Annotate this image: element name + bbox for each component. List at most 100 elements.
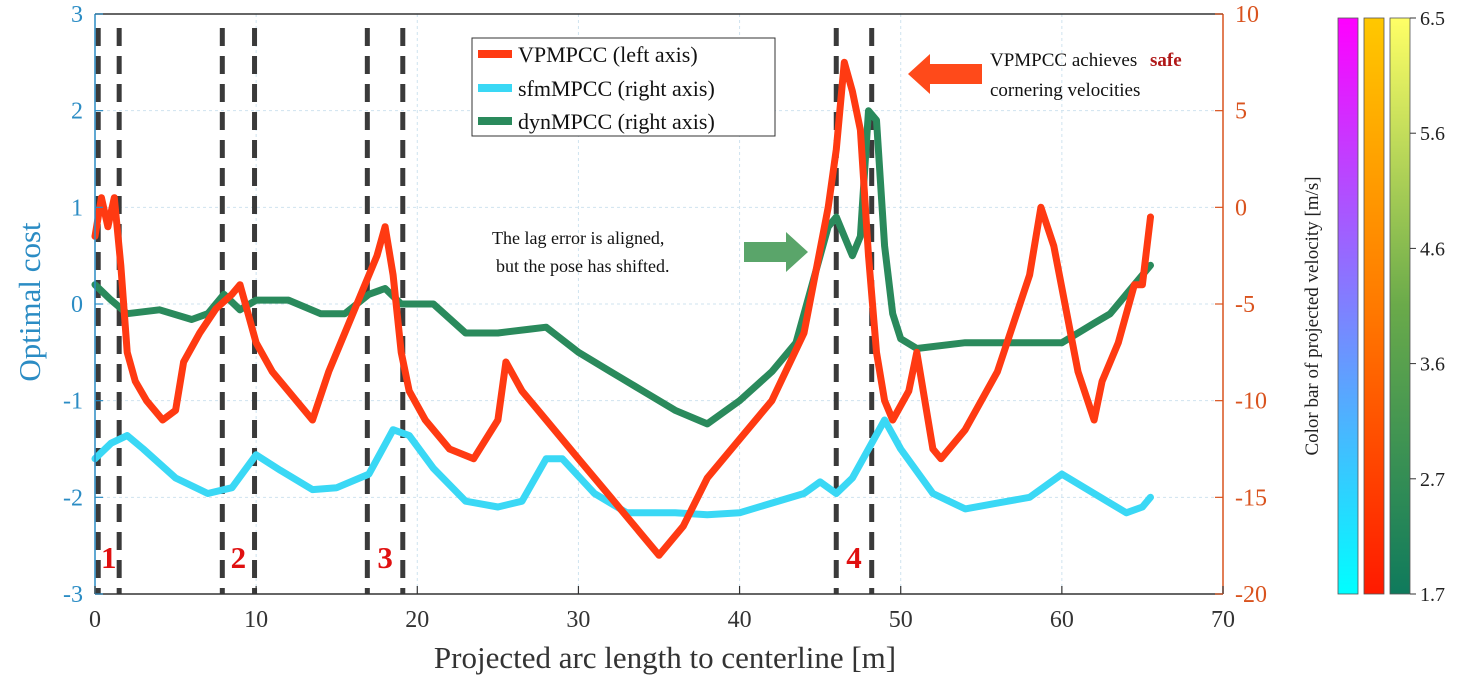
series-vpmpcc-point <box>833 146 840 153</box>
series-vpmpcc-point <box>172 407 179 414</box>
series-sfmmpcc-point <box>333 484 340 491</box>
series-dynmpcc-point <box>881 242 888 250</box>
series-sfmmpcc-point <box>204 490 211 497</box>
y-left-tick-label: 1 <box>71 195 83 221</box>
y-left-tick-label: -1 <box>63 389 83 415</box>
colorbar-tick-label: 4.6 <box>1420 238 1445 260</box>
series-vpmpcc-point <box>857 126 864 134</box>
series-vpmpcc-point <box>1139 281 1146 288</box>
x-axis-title: Projected arc length to centerline [m] <box>434 640 896 675</box>
series-vpmpcc-point <box>913 349 920 356</box>
series-sfmmpcc-point <box>1026 494 1033 501</box>
y-left-tick-label: 2 <box>71 99 83 125</box>
series-dynmpcc-point <box>833 213 840 221</box>
series-dynmpcc-point <box>873 117 880 124</box>
series-vpmpcc-point <box>357 291 365 298</box>
corner-marker-label: 3 <box>377 540 393 575</box>
series-sfmmpcc-point <box>736 509 743 516</box>
series-dynmpcc-point <box>1107 310 1114 317</box>
series-vpmpcc-point <box>180 358 187 366</box>
legend: VPMPCC (left axis) sfmMPCC (right axis) … <box>471 37 776 137</box>
series-dynmpcc-point <box>857 233 864 240</box>
colorbar-tick-label: 2.7 <box>1420 469 1445 491</box>
x-tick-label: 50 <box>889 607 913 633</box>
y-left-tick-label: -3 <box>63 582 83 608</box>
series-vpmpcc-point <box>841 59 848 66</box>
series-dynmpcc-point <box>704 420 711 428</box>
series-sfmmpcc-point <box>833 490 840 497</box>
series-sfmmpcc-point <box>140 445 147 453</box>
series-dynmpcc-point <box>381 285 389 292</box>
series-dynmpcc-point <box>365 291 373 298</box>
series-vpmpcc-point <box>406 387 413 395</box>
series-sfmmpcc-point <box>881 416 888 424</box>
series-sfmmpcc-point <box>365 470 373 478</box>
series-sfmmpcc-point <box>559 455 566 462</box>
series-vpmpcc-point <box>398 349 405 356</box>
y-right-tick-label: -10 <box>1235 389 1267 415</box>
series-dynmpcc-point <box>543 324 550 331</box>
series-dynmpcc-point <box>107 296 115 304</box>
series-vpmpcc-point <box>1115 339 1122 346</box>
series-vpmpcc-point <box>309 416 316 424</box>
series-dynmpcc-point <box>317 310 324 317</box>
colorbar-strip-dynmpcc <box>1389 17 1411 595</box>
series-sfmmpcc-point <box>1147 494 1154 501</box>
series-sfmmpcc-point <box>543 455 550 462</box>
x-tick-label: 70 <box>1211 607 1235 633</box>
series-vpmpcc-point <box>994 368 1001 375</box>
series-vpmpcc-point <box>470 455 477 462</box>
annotation-safe-word: safe <box>1150 50 1182 71</box>
series-sfmmpcc-point <box>228 484 236 491</box>
series-vpmpcc-point <box>655 552 663 559</box>
legend-label-dynmpcc: dynMPCC (right axis) <box>518 109 715 134</box>
x-tick-label: 10 <box>244 607 268 633</box>
series-vpmpcc-point <box>325 368 332 375</box>
series-sfmmpcc-point <box>107 440 115 447</box>
series-dynmpcc-point <box>526 325 534 333</box>
series-dynmpcc-point <box>736 397 743 404</box>
series-dynmpcc-point <box>1147 262 1154 269</box>
annotation-line2: cornering velocities <box>990 80 1140 101</box>
x-tick-label: 60 <box>1050 607 1074 633</box>
red-arrow-icon <box>908 54 982 94</box>
series-sfmmpcc-point <box>929 490 937 497</box>
corner-marker-label: 4 <box>846 540 862 575</box>
series-dynmpcc-point <box>841 233 848 240</box>
y-right-tick-label: 5 <box>1235 99 1247 125</box>
x-tick-label: 40 <box>728 607 752 633</box>
series-vpmpcc-point <box>494 416 502 424</box>
series-vpmpcc-point <box>117 262 125 269</box>
series-vpmpcc-point <box>212 305 220 312</box>
colorbar-strip-vpmpcc <box>1363 17 1385 595</box>
colorbar-tick-label: 5.6 <box>1420 123 1445 145</box>
series-vpmpcc-point <box>889 416 896 424</box>
series-vpmpcc-point <box>1090 416 1098 424</box>
series-vpmpcc-point <box>607 494 614 501</box>
series-sfmmpcc-point <box>494 503 502 511</box>
series-vpmpcc-point <box>518 387 526 395</box>
series-sfmmpcc-point <box>462 498 469 505</box>
series-vpmpcc-point <box>962 426 969 433</box>
series-vpmpcc-point <box>905 387 912 395</box>
series-dynmpcc-point <box>897 335 904 342</box>
series-sfmmpcc-point <box>800 490 808 497</box>
legend-label-sfmmpcc: sfmMPCC (right axis) <box>518 76 715 101</box>
series-vpmpcc-point <box>1131 281 1138 288</box>
series-vpmpcc-point <box>881 397 888 404</box>
series-sfmmpcc-point <box>897 445 904 453</box>
series-dynmpcc-point <box>252 296 260 304</box>
series-dynmpcc-point <box>494 329 502 337</box>
series-vpmpcc-point <box>1037 204 1045 211</box>
series-dynmpcc-point <box>236 306 244 313</box>
series-vpmpcc-point <box>159 416 166 424</box>
y-left-axis-title: Optimal cost <box>12 222 47 382</box>
series-vpmpcc-point <box>244 310 252 317</box>
series-sfmmpcc-point <box>1090 490 1098 497</box>
series-sfmmpcc-point <box>1139 503 1146 511</box>
series-vpmpcc-point <box>1026 271 1033 279</box>
colorbar-tick-label: 1.7 <box>1420 584 1445 606</box>
series-vpmpcc-point <box>196 329 203 337</box>
series-sfmmpcc-point <box>430 465 437 472</box>
y-right-tick-label: -5 <box>1235 292 1255 318</box>
